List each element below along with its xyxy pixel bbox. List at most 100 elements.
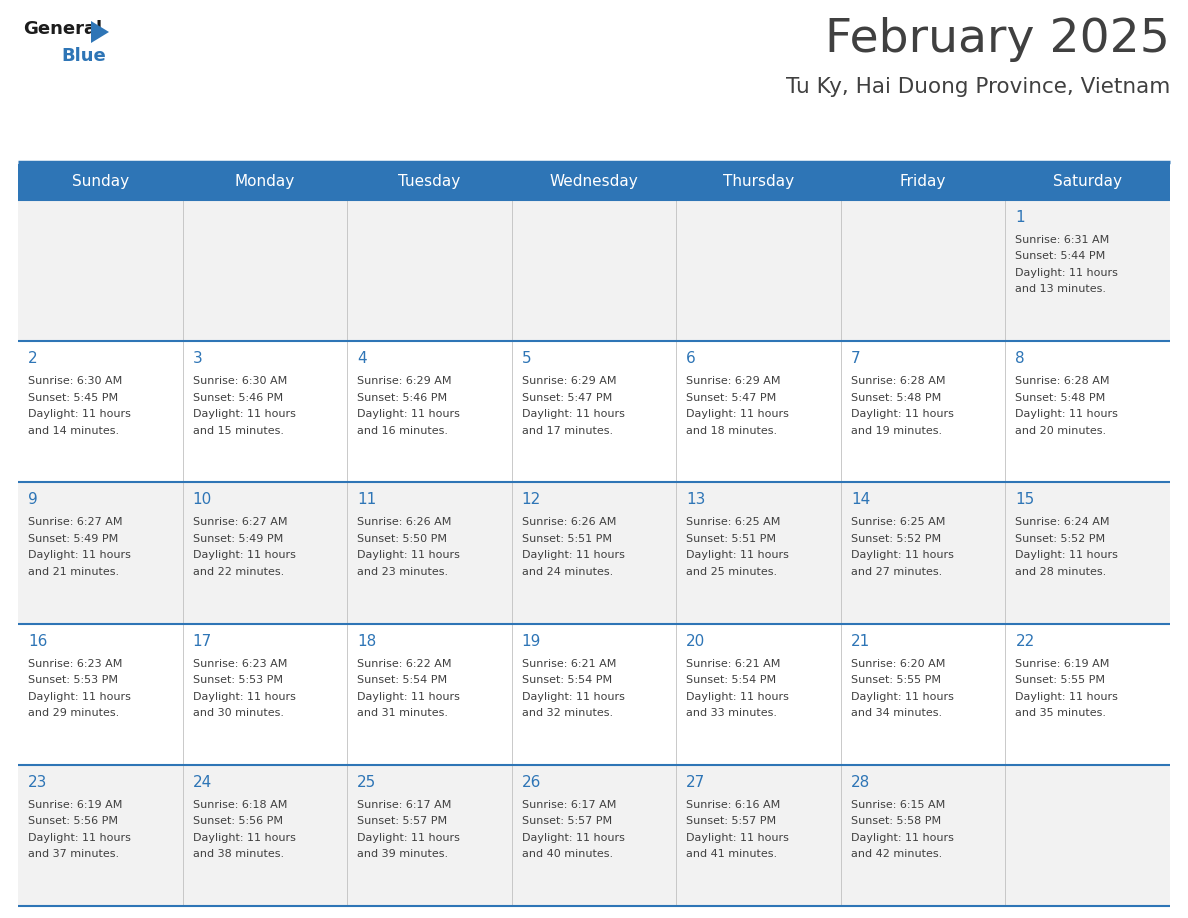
Text: and 34 minutes.: and 34 minutes.: [851, 708, 942, 718]
Text: 22: 22: [1016, 633, 1035, 649]
Text: Daylight: 11 hours: Daylight: 11 hours: [687, 409, 789, 420]
Text: and 38 minutes.: and 38 minutes.: [192, 849, 284, 859]
Text: Blue: Blue: [61, 47, 106, 65]
Text: Sunset: 5:52 PM: Sunset: 5:52 PM: [851, 534, 941, 543]
Text: Daylight: 11 hours: Daylight: 11 hours: [192, 551, 296, 560]
Text: Sunset: 5:56 PM: Sunset: 5:56 PM: [29, 816, 118, 826]
Text: and 21 minutes.: and 21 minutes.: [29, 567, 119, 577]
Text: Daylight: 11 hours: Daylight: 11 hours: [522, 409, 625, 420]
Bar: [18, 482, 1170, 623]
Text: and 28 minutes.: and 28 minutes.: [1016, 567, 1107, 577]
Text: and 32 minutes.: and 32 minutes.: [522, 708, 613, 718]
Text: Daylight: 11 hours: Daylight: 11 hours: [358, 409, 460, 420]
Bar: [18, 200, 1170, 341]
Text: Sunset: 5:58 PM: Sunset: 5:58 PM: [851, 816, 941, 826]
Polygon shape: [91, 21, 109, 43]
Text: Sunrise: 6:25 AM: Sunrise: 6:25 AM: [687, 518, 781, 528]
Bar: [18, 765, 1170, 906]
Text: Sunset: 5:48 PM: Sunset: 5:48 PM: [1016, 393, 1106, 403]
Text: 28: 28: [851, 775, 870, 789]
Text: and 18 minutes.: and 18 minutes.: [687, 426, 777, 436]
Text: Tu Ky, Hai Duong Province, Vietnam: Tu Ky, Hai Duong Province, Vietnam: [785, 77, 1170, 97]
Text: Sunset: 5:50 PM: Sunset: 5:50 PM: [358, 534, 447, 543]
Text: and 33 minutes.: and 33 minutes.: [687, 708, 777, 718]
Text: 18: 18: [358, 633, 377, 649]
Text: 4: 4: [358, 352, 367, 366]
Text: 25: 25: [358, 775, 377, 789]
Text: Monday: Monday: [235, 174, 295, 189]
Text: and 15 minutes.: and 15 minutes.: [192, 426, 284, 436]
Text: Daylight: 11 hours: Daylight: 11 hours: [687, 551, 789, 560]
Text: Daylight: 11 hours: Daylight: 11 hours: [358, 691, 460, 701]
Text: Friday: Friday: [901, 174, 947, 189]
Text: Sunrise: 6:29 AM: Sunrise: 6:29 AM: [687, 376, 781, 386]
Text: and 35 minutes.: and 35 minutes.: [1016, 708, 1106, 718]
Text: and 19 minutes.: and 19 minutes.: [851, 426, 942, 436]
Text: Sunrise: 6:21 AM: Sunrise: 6:21 AM: [522, 658, 617, 668]
Bar: [18, 164, 1170, 200]
Text: Tuesday: Tuesday: [398, 174, 461, 189]
Text: Sunrise: 6:23 AM: Sunrise: 6:23 AM: [29, 658, 122, 668]
Text: Daylight: 11 hours: Daylight: 11 hours: [29, 833, 131, 843]
Text: Sunrise: 6:29 AM: Sunrise: 6:29 AM: [358, 376, 451, 386]
Text: and 42 minutes.: and 42 minutes.: [851, 849, 942, 859]
Text: Daylight: 11 hours: Daylight: 11 hours: [522, 551, 625, 560]
Text: Daylight: 11 hours: Daylight: 11 hours: [851, 833, 954, 843]
Text: Sunset: 5:54 PM: Sunset: 5:54 PM: [358, 675, 447, 685]
Text: Daylight: 11 hours: Daylight: 11 hours: [1016, 409, 1118, 420]
Text: Sunrise: 6:27 AM: Sunrise: 6:27 AM: [29, 518, 122, 528]
Text: Sunrise: 6:25 AM: Sunrise: 6:25 AM: [851, 518, 946, 528]
Text: Sunset: 5:55 PM: Sunset: 5:55 PM: [1016, 675, 1105, 685]
Text: Sunset: 5:52 PM: Sunset: 5:52 PM: [1016, 534, 1106, 543]
Text: 13: 13: [687, 492, 706, 508]
Text: Daylight: 11 hours: Daylight: 11 hours: [687, 691, 789, 701]
Text: Sunset: 5:51 PM: Sunset: 5:51 PM: [522, 534, 612, 543]
Text: 23: 23: [29, 775, 48, 789]
Text: 17: 17: [192, 633, 211, 649]
Text: Sunset: 5:47 PM: Sunset: 5:47 PM: [687, 393, 777, 403]
Text: and 13 minutes.: and 13 minutes.: [1016, 285, 1106, 295]
Text: Sunrise: 6:29 AM: Sunrise: 6:29 AM: [522, 376, 617, 386]
Text: 7: 7: [851, 352, 860, 366]
Text: and 39 minutes.: and 39 minutes.: [358, 849, 448, 859]
Text: and 22 minutes.: and 22 minutes.: [192, 567, 284, 577]
Text: Sunrise: 6:19 AM: Sunrise: 6:19 AM: [1016, 658, 1110, 668]
Text: Daylight: 11 hours: Daylight: 11 hours: [1016, 551, 1118, 560]
Text: and 29 minutes.: and 29 minutes.: [29, 708, 119, 718]
Text: Sunset: 5:53 PM: Sunset: 5:53 PM: [29, 675, 118, 685]
Text: Daylight: 11 hours: Daylight: 11 hours: [192, 833, 296, 843]
Text: and 16 minutes.: and 16 minutes.: [358, 426, 448, 436]
Bar: [18, 341, 1170, 482]
Text: Sunrise: 6:20 AM: Sunrise: 6:20 AM: [851, 658, 946, 668]
Text: 26: 26: [522, 775, 541, 789]
Text: Sunday: Sunday: [71, 174, 128, 189]
Text: General: General: [23, 20, 102, 38]
Text: 10: 10: [192, 492, 211, 508]
Text: Daylight: 11 hours: Daylight: 11 hours: [851, 409, 954, 420]
Text: Sunrise: 6:18 AM: Sunrise: 6:18 AM: [192, 800, 287, 810]
Text: 12: 12: [522, 492, 541, 508]
Text: and 27 minutes.: and 27 minutes.: [851, 567, 942, 577]
Text: Daylight: 11 hours: Daylight: 11 hours: [1016, 268, 1118, 278]
Text: Sunrise: 6:22 AM: Sunrise: 6:22 AM: [358, 658, 451, 668]
Text: 6: 6: [687, 352, 696, 366]
Text: 9: 9: [29, 492, 38, 508]
Text: Sunrise: 6:28 AM: Sunrise: 6:28 AM: [1016, 376, 1110, 386]
Text: Sunset: 5:46 PM: Sunset: 5:46 PM: [358, 393, 447, 403]
Text: Daylight: 11 hours: Daylight: 11 hours: [29, 551, 131, 560]
Text: Daylight: 11 hours: Daylight: 11 hours: [29, 409, 131, 420]
Text: 14: 14: [851, 492, 870, 508]
Text: Saturday: Saturday: [1054, 174, 1123, 189]
Text: 11: 11: [358, 492, 377, 508]
Text: Sunset: 5:49 PM: Sunset: 5:49 PM: [192, 534, 283, 543]
Text: and 31 minutes.: and 31 minutes.: [358, 708, 448, 718]
Text: Sunrise: 6:28 AM: Sunrise: 6:28 AM: [851, 376, 946, 386]
Text: and 30 minutes.: and 30 minutes.: [192, 708, 284, 718]
Text: Sunrise: 6:19 AM: Sunrise: 6:19 AM: [29, 800, 122, 810]
Text: Thursday: Thursday: [723, 174, 794, 189]
Text: Daylight: 11 hours: Daylight: 11 hours: [1016, 691, 1118, 701]
Text: 1: 1: [1016, 210, 1025, 225]
Text: Sunset: 5:57 PM: Sunset: 5:57 PM: [358, 816, 447, 826]
Text: Sunset: 5:48 PM: Sunset: 5:48 PM: [851, 393, 941, 403]
Text: Daylight: 11 hours: Daylight: 11 hours: [358, 833, 460, 843]
